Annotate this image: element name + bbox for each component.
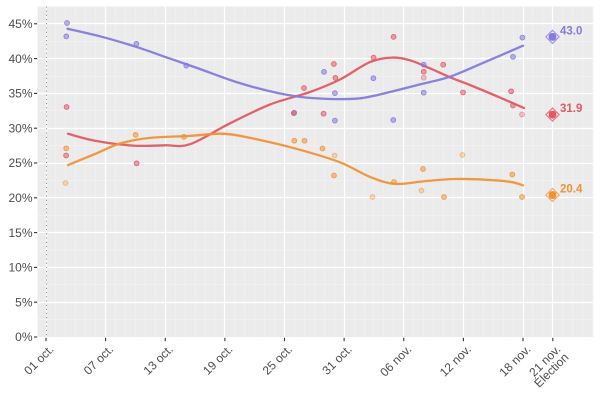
svg-text:31.9: 31.9 [560, 103, 582, 115]
svg-text:30%: 30% [8, 121, 32, 135]
svg-text:20.4: 20.4 [560, 184, 583, 196]
svg-text:5%: 5% [15, 295, 33, 309]
svg-text:20%: 20% [8, 191, 32, 205]
svg-text:15%: 15% [8, 226, 32, 240]
svg-text:25%: 25% [8, 156, 32, 170]
svg-text:45%: 45% [8, 17, 32, 31]
svg-text:40%: 40% [8, 52, 32, 66]
svg-text:35%: 35% [8, 87, 32, 101]
svg-text:0%: 0% [15, 330, 33, 344]
svg-text:10%: 10% [8, 261, 32, 275]
svg-text:43.0: 43.0 [560, 26, 582, 38]
